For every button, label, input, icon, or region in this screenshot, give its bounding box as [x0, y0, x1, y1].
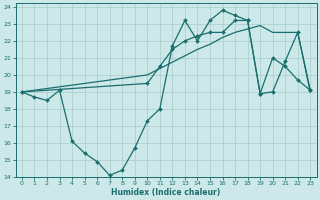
- X-axis label: Humidex (Indice chaleur): Humidex (Indice chaleur): [111, 188, 221, 197]
